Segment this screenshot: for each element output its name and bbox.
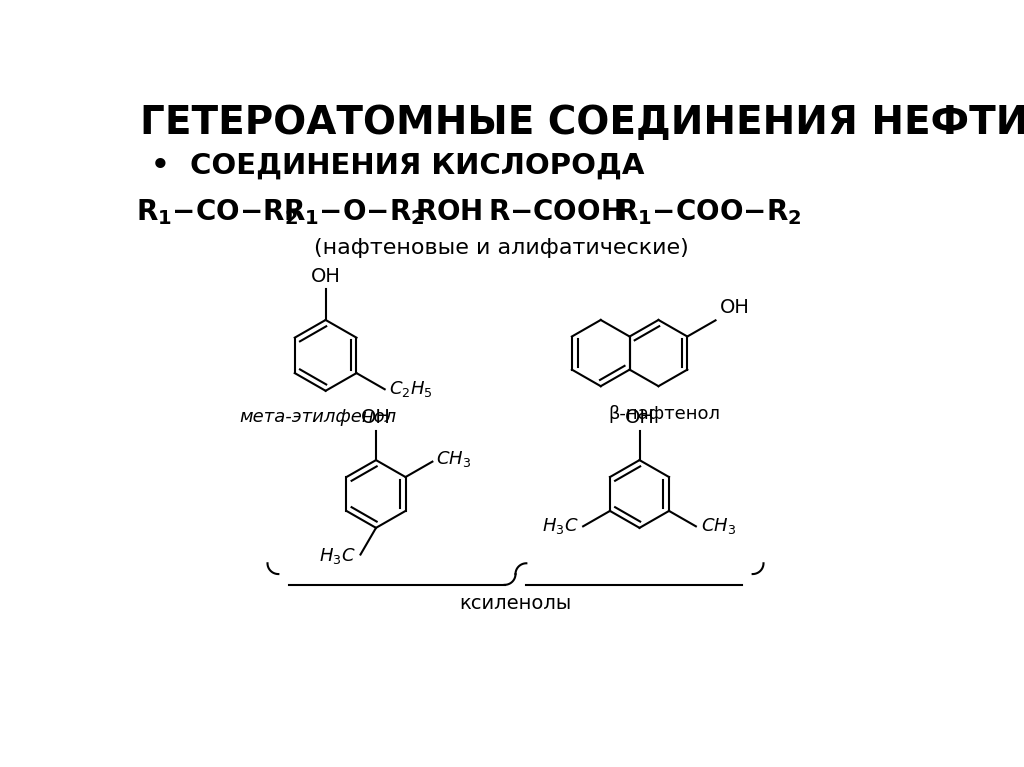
Text: $\mathbf{R_1{-}CO{-}R_2}$: $\mathbf{R_1{-}CO{-}R_2}$ xyxy=(136,198,298,227)
Text: (нафтеновые и алифатические): (нафтеновые и алифатические) xyxy=(314,238,689,258)
Text: $\mathbf{R{-}COOH}$: $\mathbf{R{-}COOH}$ xyxy=(488,198,624,225)
Text: $CH_3$: $CH_3$ xyxy=(700,516,735,536)
Text: $CH_3$: $CH_3$ xyxy=(436,449,471,469)
Text: OH: OH xyxy=(310,267,341,286)
Text: $\mathbf{R_1{-}O{-}R_2}$: $\mathbf{R_1{-}O{-}R_2}$ xyxy=(283,198,425,227)
Text: $C_2H_5$: $C_2H_5$ xyxy=(388,379,432,400)
Text: $H_3C$: $H_3C$ xyxy=(542,516,579,536)
Text: $H_3C$: $H_3C$ xyxy=(319,546,356,566)
Text: ГЕТЕРОАТОМНЫЕ СОЕДИНЕНИЯ НЕФТИ:: ГЕТЕРОАТОМНЫЕ СОЕДИНЕНИЯ НЕФТИ: xyxy=(139,104,1024,142)
Text: β-нафтенол: β-нафтенол xyxy=(608,406,721,423)
Text: мета-этилфенол: мета-этилфенол xyxy=(240,408,396,426)
Text: $\mathbf{ROH}$: $\mathbf{ROH}$ xyxy=(415,198,482,225)
Text: ксиленолы: ксиленолы xyxy=(460,594,571,613)
Text: OH: OH xyxy=(720,298,750,318)
Text: •  СОЕДИНЕНИЯ КИСЛОРОДА: • СОЕДИНЕНИЯ КИСЛОРОДА xyxy=(152,151,645,179)
Text: OH: OH xyxy=(625,408,654,427)
Text: OH: OH xyxy=(361,408,391,427)
Text: $\mathbf{R_1{-}COO{-}R_2}$: $\mathbf{R_1{-}COO{-}R_2}$ xyxy=(616,198,802,227)
